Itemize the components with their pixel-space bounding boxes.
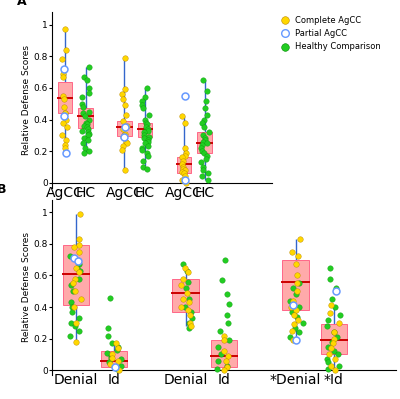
Bar (282, 260, 309, 310)
Bar (58, 82, 72, 113)
Bar (320, 324, 347, 354)
Y-axis label: Relative Defense Scores: Relative Defense Scores (22, 45, 31, 155)
Bar (62, 245, 89, 306)
Bar (177, 158, 191, 173)
Legend: Complete AgCC, Partial AgCC, Healthy Comparison: Complete AgCC, Partial AgCC, Healthy Com… (276, 16, 381, 51)
Bar (172, 279, 199, 312)
Bar (198, 132, 212, 153)
Y-axis label: Relative Defense Scores: Relative Defense Scores (22, 232, 31, 342)
Text: B: B (0, 183, 6, 196)
Text: Projection: Projection (112, 212, 157, 221)
Bar (78, 108, 93, 128)
Bar (138, 122, 152, 137)
Bar (211, 340, 237, 367)
Text: **Denial: **Denial (56, 212, 94, 221)
Text: A: A (17, 0, 26, 8)
Bar (117, 121, 132, 136)
Text: *Identification: *Identification (162, 212, 226, 221)
Bar (101, 352, 128, 367)
